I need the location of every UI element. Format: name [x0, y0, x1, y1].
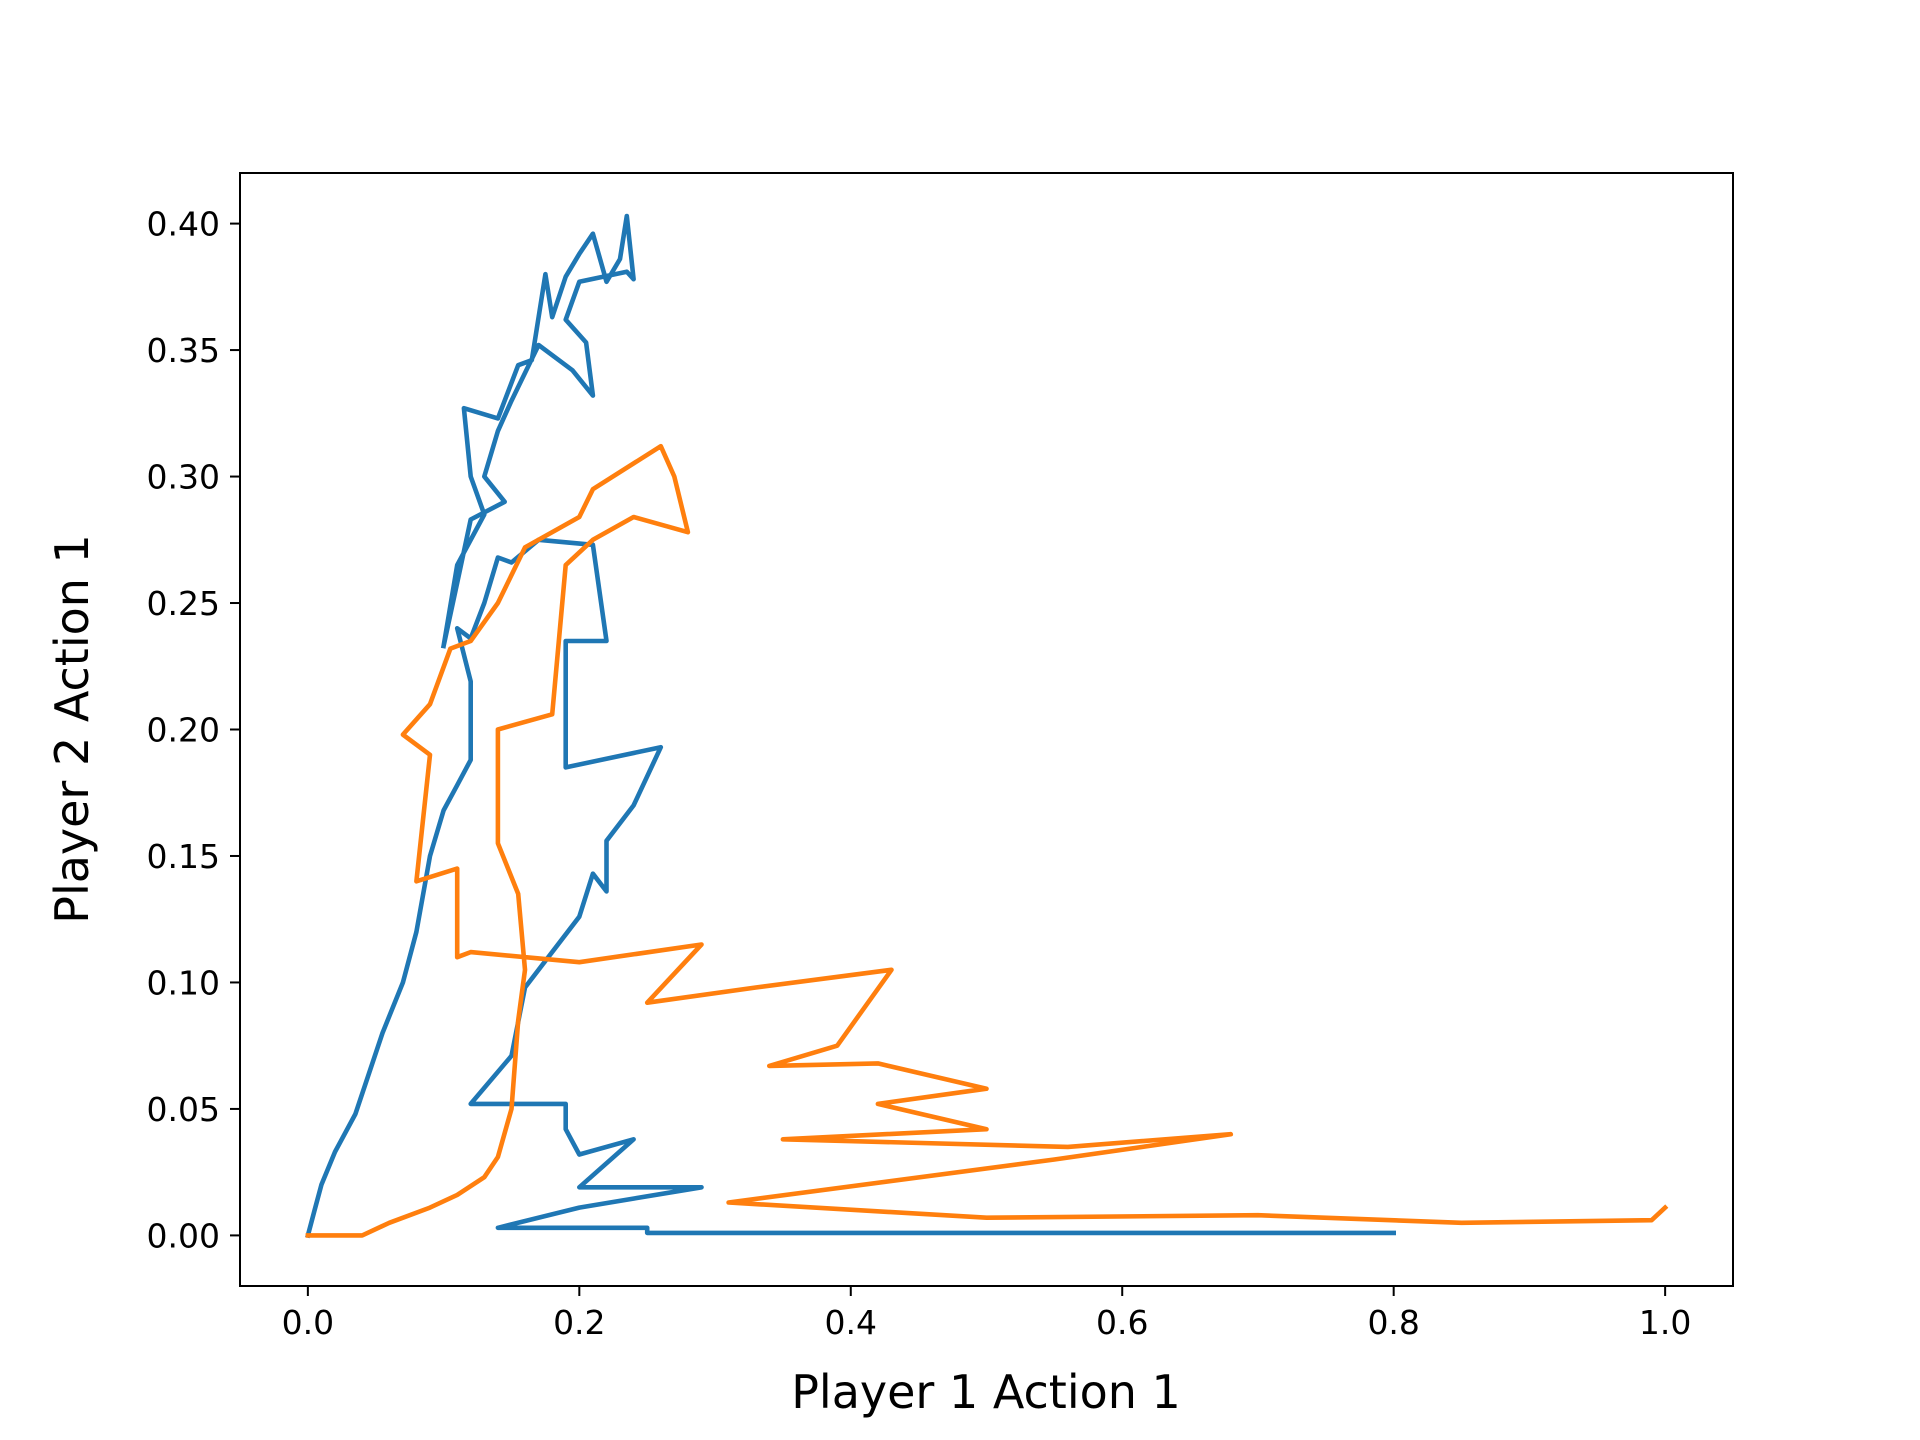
y-tick-label: 0.20 — [147, 711, 220, 750]
x-axis-title: Player 1 Action 1 — [791, 1365, 1181, 1419]
y-axis-title: Player 2 Action 1 — [45, 534, 99, 924]
y-tick-label: 0.10 — [147, 963, 220, 1002]
plot-frame — [239, 172, 1734, 1287]
x-tick-label: 0.2 — [553, 1303, 605, 1342]
x-tick-label: 1.0 — [1639, 1303, 1691, 1342]
y-tick-label: 0.15 — [147, 837, 220, 876]
y-tick-label: 0.35 — [147, 331, 220, 370]
x-tick-label: 0.6 — [1096, 1303, 1148, 1342]
y-axis: 0.00 0.05 0.10 0.15 0.20 0.25 0.30 0.35 0.40 — [147, 205, 240, 1255]
x-tick-label: 0.4 — [825, 1303, 877, 1342]
y-tick-label: 0.25 — [147, 584, 220, 623]
series-1-line — [305, 537, 1396, 1239]
y-tick-label: 0.05 — [147, 1090, 220, 1129]
x-tick-label: 0.0 — [282, 1303, 334, 1342]
series-layer — [305, 213, 1669, 1239]
plot-area — [239, 172, 1734, 1287]
x-axis: 0.0 0.2 0.4 0.6 0.8 1.0 — [282, 1286, 1691, 1342]
y-tick-label: 0.40 — [147, 205, 220, 244]
y-tick-label: 0.00 — [147, 1216, 220, 1255]
series-1-line-upper — [440, 213, 636, 649]
series-2-line — [305, 443, 1669, 1238]
x-tick-label: 0.8 — [1367, 1303, 1419, 1342]
y-tick-label: 0.30 — [147, 458, 220, 497]
